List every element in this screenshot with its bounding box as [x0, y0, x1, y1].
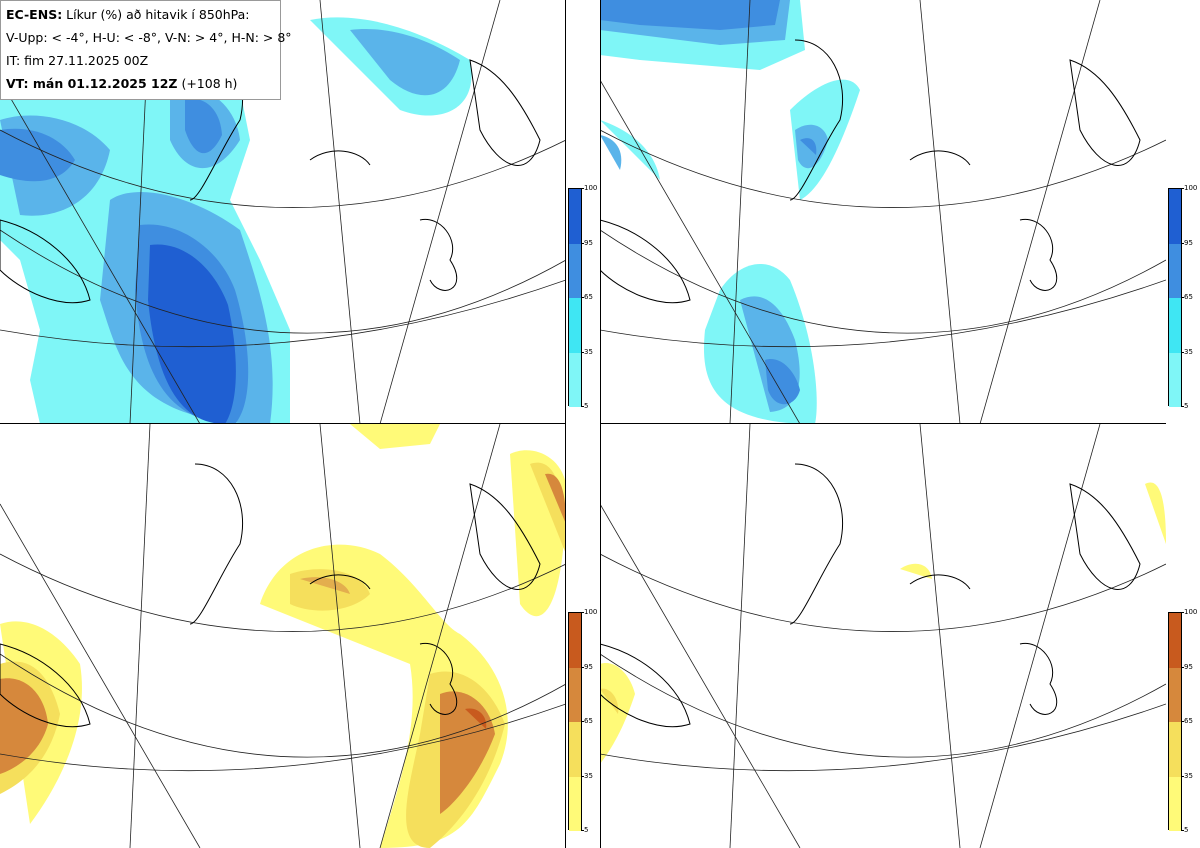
colorbar-cold-left: [568, 188, 582, 407]
colorbar-segment: [569, 776, 581, 831]
colorbar-tick-label: 5: [584, 402, 589, 410]
colorbar-tick-label: 65: [584, 717, 593, 725]
probability-shading: [0, 17, 472, 424]
colorbar-tick-mark: [581, 612, 584, 613]
colorbar-segment: [1169, 776, 1181, 831]
colorbar-tick-mark: [581, 351, 584, 353]
colorbar-segment: [569, 298, 581, 353]
colorbar-tick-label: 100: [1184, 608, 1198, 616]
colorbar-tick-mark: [581, 406, 584, 407]
legend-thresholds: V-Upp: < -4°, H-U: < -8°, V-N: > 4°, H-N…: [6, 30, 292, 45]
colorbar-tick-label: 5: [1184, 826, 1189, 834]
colorbar-tick-mark: [581, 297, 584, 298]
colorbar-tick-label: 65: [584, 293, 593, 301]
colorbar-segment: [569, 667, 581, 722]
colorbar-segment: [1169, 722, 1181, 777]
coastlines: [600, 39, 1141, 304]
coastlines: [600, 463, 1141, 728]
panel-divider: [565, 0, 566, 848]
probability-map-cold-moderate: [0, 0, 566, 424]
legend-init-time: IT: fim 27.11.2025 00Z: [6, 53, 149, 68]
panel-warm-strong: [600, 424, 1166, 848]
colorbar-tick-mark: [1181, 351, 1184, 353]
colorbar-tick-mark: [581, 721, 584, 722]
colorbar-tick-mark: [581, 188, 584, 189]
colorbar-tick-mark: [1181, 297, 1184, 298]
colorbar-tick-label: 95: [584, 662, 593, 671]
graticule: [600, 424, 1166, 848]
colorbar-tick-mark: [581, 242, 584, 244]
probability-shading: [600, 482, 1166, 764]
colorbar-segment: [569, 243, 581, 298]
colorbar-tick-label: 65: [1184, 717, 1193, 725]
colorbar-tick-mark: [1181, 242, 1184, 244]
colorbar-warm-left: [568, 612, 582, 831]
colorbar-tick-label: 65: [1184, 293, 1193, 301]
colorbar-tick-mark: [1181, 188, 1184, 189]
colorbar-tick-label: 35: [584, 771, 593, 780]
graticule: [600, 0, 1166, 424]
panel-cold-moderate: EC-ENS: Líkur (%) að hitavik í 850hPa: V…: [0, 0, 566, 424]
colorbar-tick-label: 100: [584, 184, 598, 192]
colorbar-segment: [1169, 189, 1181, 244]
colorbar-tick-label: 100: [1184, 184, 1198, 192]
colorbar-tick-mark: [1181, 775, 1184, 777]
colorbar-tick-mark: [581, 830, 584, 831]
colorbar-segment: [1169, 352, 1181, 407]
colorbar-tick-mark: [581, 666, 584, 668]
colorbar-tick-label: 35: [1184, 347, 1193, 356]
colorbar-segment: [569, 722, 581, 777]
panel-divider: [600, 423, 1166, 424]
colorbar-tick-label: 5: [584, 826, 589, 834]
panel-divider: [0, 423, 566, 424]
colorbar-tick-label: 100: [584, 608, 598, 616]
colorbar-tick-label: 95: [1184, 662, 1193, 671]
colorbar-tick-mark: [581, 775, 584, 777]
panel-warm-moderate: [0, 424, 566, 848]
graticule: [0, 424, 566, 848]
colorbar-tick-label: 95: [584, 238, 593, 247]
colorbar-tick-mark: [1181, 830, 1184, 831]
probability-shading: [0, 424, 566, 848]
colorbar-tick-mark: [1181, 406, 1184, 407]
probability-map-cold-strong: [600, 0, 1166, 424]
colorbar-tick-label: 95: [1184, 238, 1193, 247]
colorbar-warm-right: [1168, 612, 1182, 831]
colorbar-segment: [569, 189, 581, 244]
probability-map-warm-moderate: [0, 424, 566, 848]
legend-lead-time: (+108 h): [177, 76, 238, 91]
colorbar-tick-label: 5: [1184, 402, 1189, 410]
legend-title-bold: EC-ENS:: [6, 7, 63, 22]
colorbar-segment: [569, 352, 581, 407]
coastlines: [0, 463, 541, 728]
colorbar-tick-label: 35: [584, 347, 593, 356]
colorbar-segment: [1169, 667, 1181, 722]
map-legend: EC-ENS: Líkur (%) að hitavik í 850hPa: V…: [0, 0, 292, 100]
colorbar-segment: [569, 613, 581, 668]
colorbar-tick-mark: [1181, 612, 1184, 613]
probability-shading: [600, 0, 860, 424]
colorbar-cold-right: [1168, 188, 1182, 407]
colorbar-tick-label: 35: [1184, 771, 1193, 780]
legend-valid-time: VT: mán 01.12.2025 12Z: [6, 76, 178, 91]
colorbar-tick-mark: [1181, 666, 1184, 668]
colorbar-segment: [1169, 298, 1181, 353]
panel-cold-strong: [600, 0, 1166, 424]
panel-divider: [600, 0, 601, 848]
colorbar-segment: [1169, 613, 1181, 668]
colorbar-tick-mark: [1181, 721, 1184, 722]
colorbar-segment: [1169, 243, 1181, 298]
probability-map-warm-strong: [600, 424, 1166, 848]
legend-title-rest: Líkur (%) að hitavik í 850hPa:: [62, 7, 250, 22]
